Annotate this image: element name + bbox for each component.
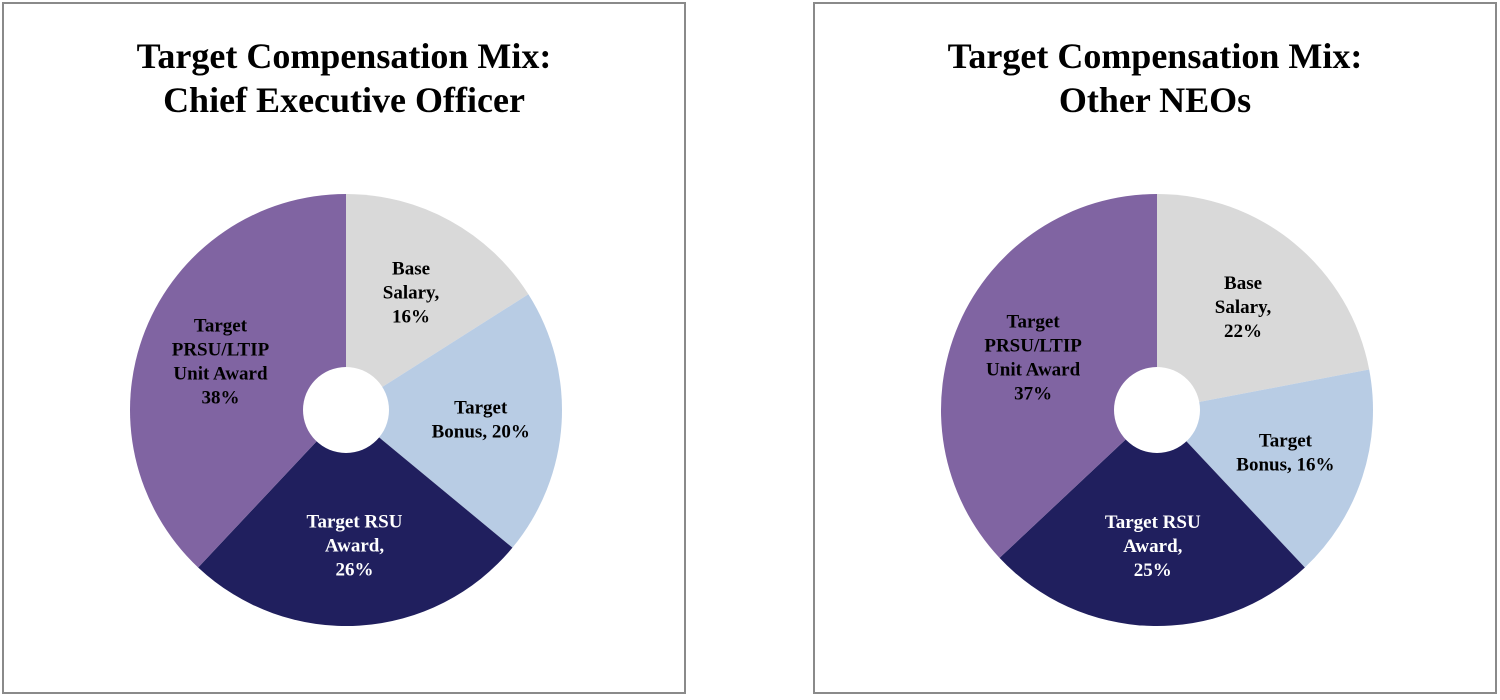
pie-slice-target-rsu bbox=[999, 410, 1305, 627]
chart-title: Target Compensation Mix: Other NEOs bbox=[815, 34, 1495, 122]
neo-donut-chart: Base Salary, 22% Target Bonus, 16% Target RSU… bbox=[941, 194, 1373, 627]
chart-title-line-2: Chief Executive Officer bbox=[163, 80, 525, 120]
slice-label-line: Target bbox=[454, 397, 508, 418]
slice-label-line: 16% bbox=[392, 307, 430, 328]
slice-label-line: 22% bbox=[1224, 321, 1262, 342]
slice-label-line: PRSU/LTIP bbox=[172, 339, 270, 360]
chart-title-line-1: Target Compensation Mix: bbox=[136, 36, 552, 76]
slice-label-line: Award, bbox=[1123, 536, 1183, 557]
pie-slice-base-salary bbox=[1157, 194, 1370, 410]
ceo-chart-panel: Target Compensation Mix: Chief Executive… bbox=[2, 2, 686, 694]
pie-slice-target-prsu bbox=[130, 194, 346, 568]
slice-label-line: Award, bbox=[325, 536, 385, 557]
pie-slice-target-bonus bbox=[346, 294, 562, 548]
slice-label-target-rsu: Target RSU Award, 26% bbox=[307, 512, 403, 581]
ceo-donut-chart: Base Salary, 16% Target Bonus, 20% Target RSU… bbox=[130, 194, 562, 626]
slice-label-line: Bonus, 20% bbox=[432, 421, 530, 442]
slice-label-target-rsu: Target RSU Award, 25% bbox=[1105, 512, 1201, 581]
slice-label-target-prsu: Target PRSU/LTIP Unit Award 38% bbox=[172, 315, 270, 408]
slice-label-line: Base bbox=[392, 259, 430, 280]
donut-hole bbox=[1114, 367, 1200, 453]
slice-label-line: PRSU/LTIP bbox=[984, 335, 1082, 356]
slice-label-line: Target RSU bbox=[1105, 512, 1201, 533]
slice-label-target-bonus: Target Bonus, 16% bbox=[1236, 431, 1334, 476]
slice-label-line: Target RSU bbox=[307, 512, 403, 533]
neo-chart-panel: Target Compensation Mix: Other NEOs Base… bbox=[813, 2, 1497, 694]
donut-hole bbox=[303, 367, 389, 453]
slice-label-target-bonus: Target Bonus, 20% bbox=[432, 397, 530, 442]
slice-label-line: Bonus, 16% bbox=[1236, 455, 1334, 476]
slice-label-line: Unit Award bbox=[173, 363, 268, 384]
slice-label-line: Target bbox=[1007, 311, 1061, 332]
pie-slice-target-rsu bbox=[198, 410, 513, 626]
slice-label-line: Target bbox=[194, 315, 248, 336]
chart-title: Target Compensation Mix: Chief Executive… bbox=[4, 34, 684, 122]
slice-label-line: Unit Award bbox=[986, 359, 1081, 380]
slice-label-line: Salary, bbox=[1215, 297, 1272, 318]
slice-label-line: Target bbox=[1259, 431, 1313, 452]
slice-label-base-salary: Base Salary, 16% bbox=[383, 259, 440, 328]
slice-label-line: Base bbox=[1224, 273, 1262, 294]
slice-label-line: 37% bbox=[1014, 383, 1052, 404]
slice-label-line: Salary, bbox=[383, 283, 440, 304]
slice-label-line: 26% bbox=[335, 560, 373, 581]
slice-label-target-prsu: Target PRSU/LTIP Unit Award 37% bbox=[984, 311, 1082, 404]
slice-label-line: 25% bbox=[1134, 560, 1172, 581]
pie-slice-base-salary bbox=[346, 194, 529, 410]
slice-label-line: 38% bbox=[201, 387, 239, 408]
pie-slice-target-prsu bbox=[941, 194, 1157, 558]
chart-title-line-2: Other NEOs bbox=[1058, 80, 1252, 120]
pie-slice-target-bonus bbox=[1157, 369, 1373, 568]
chart-title-line-1: Target Compensation Mix: bbox=[947, 36, 1363, 76]
slice-label-base-salary: Base Salary, 22% bbox=[1215, 273, 1272, 342]
